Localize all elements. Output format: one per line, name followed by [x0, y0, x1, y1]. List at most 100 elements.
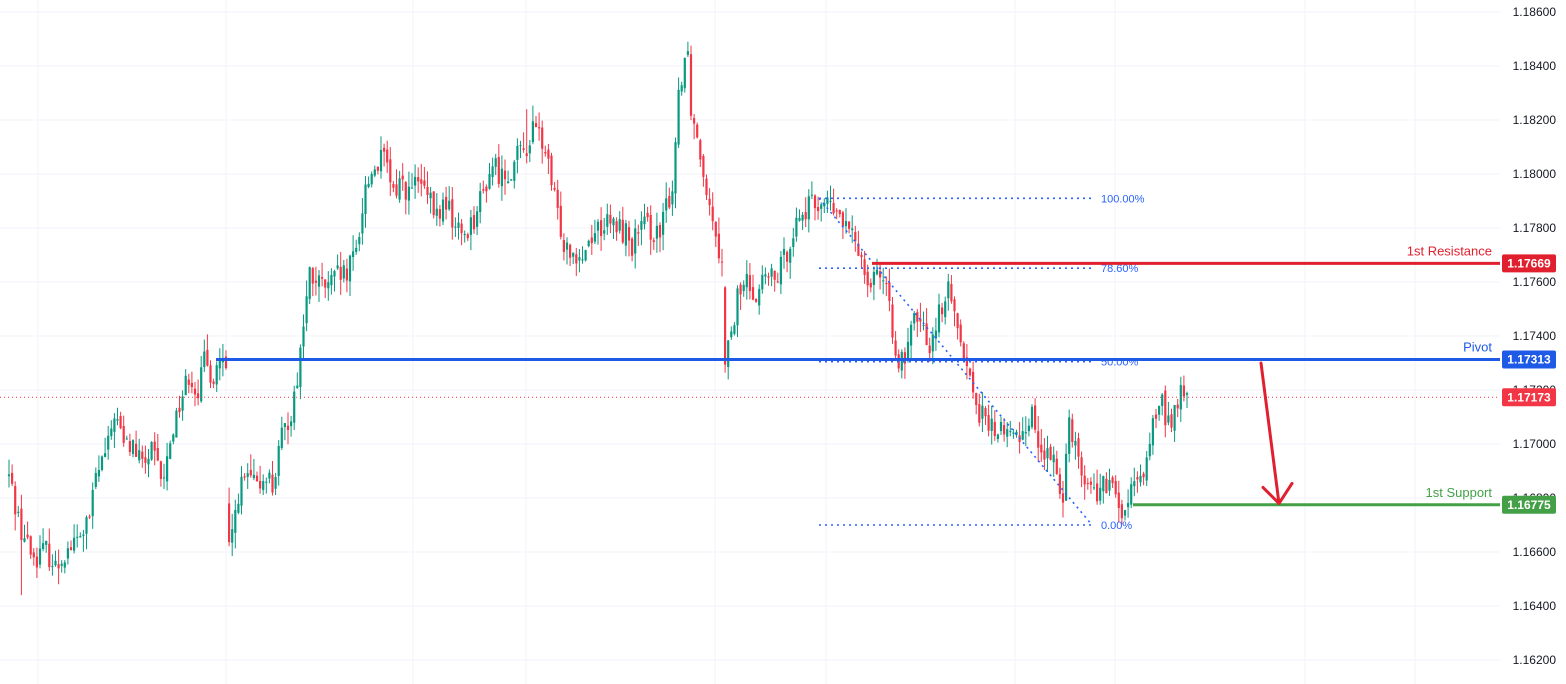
candle [603, 217, 606, 241]
candle [317, 270, 321, 303]
candle [479, 182, 482, 224]
candle-body [925, 323, 928, 345]
candle-body [848, 221, 851, 229]
candle [1006, 422, 1009, 448]
candle-body [500, 168, 503, 187]
candle [175, 407, 178, 438]
candle [925, 308, 928, 346]
candle [544, 145, 547, 157]
candle-body [14, 485, 17, 515]
candle [572, 252, 575, 264]
candle-body [972, 371, 975, 393]
candle [364, 176, 367, 228]
candle-body [547, 149, 550, 159]
candle [835, 208, 838, 220]
candles [7, 41, 1189, 596]
candle [758, 284, 761, 315]
candle [184, 369, 187, 396]
candle-body [125, 438, 128, 440]
candle [993, 410, 996, 441]
candle-body [1030, 406, 1034, 428]
candle [637, 224, 640, 246]
candle [634, 219, 637, 269]
candle [54, 550, 57, 567]
candle [910, 320, 913, 359]
candle [206, 334, 209, 367]
level-name-label: 1st Support [1426, 485, 1493, 500]
candle [627, 220, 631, 257]
candle-body [956, 313, 959, 329]
candle [1012, 428, 1015, 439]
candle-body [122, 425, 125, 443]
candle [674, 137, 677, 209]
candle [851, 215, 854, 243]
candle-body [274, 477, 277, 489]
candle-body [646, 212, 649, 218]
candle-body [466, 234, 469, 239]
candle-body [91, 489, 94, 517]
candle-body [720, 261, 724, 263]
price-axis[interactable]: 1.18600 1.18400 1.18200 1.18000 1.17800 1.176… [1500, 0, 1566, 684]
candle [159, 460, 162, 487]
candle-body [993, 421, 996, 436]
candle [975, 392, 978, 415]
candle [795, 207, 798, 242]
candle [181, 390, 184, 421]
candle-body [463, 233, 466, 235]
candle [562, 233, 565, 261]
candle [621, 206, 624, 245]
candle-body [668, 195, 671, 208]
candle-body [655, 225, 658, 239]
candle-body [1151, 418, 1154, 446]
candle-body [305, 296, 308, 324]
candle [324, 279, 327, 298]
candle [1142, 471, 1145, 486]
candle [268, 469, 271, 484]
candle [420, 163, 423, 197]
candle-body [965, 357, 968, 367]
candle [209, 360, 212, 389]
candle [345, 258, 348, 293]
candle-body [730, 331, 733, 338]
candle [972, 361, 975, 399]
price-tick-label: 1.18400 [1513, 59, 1557, 73]
candle-body [1170, 414, 1173, 428]
candle [968, 367, 972, 377]
candle-body [748, 275, 751, 291]
candle-body [553, 187, 556, 190]
candle-body [652, 240, 655, 242]
candle [85, 515, 88, 550]
candle-body [252, 474, 255, 479]
candle-body [590, 237, 593, 244]
candle [1052, 446, 1055, 477]
candle-body [999, 421, 1003, 432]
candle-body [48, 543, 51, 568]
candle-body [817, 207, 820, 212]
candle-body [711, 206, 714, 222]
candle-body [401, 175, 404, 180]
candle-body [184, 375, 187, 396]
candle-body [941, 307, 944, 315]
candle-body [1068, 417, 1071, 454]
candle-body [1136, 477, 1139, 480]
candle-body [922, 324, 925, 326]
candle-body [85, 517, 88, 534]
candle-body [479, 191, 482, 213]
candle-body [913, 313, 916, 324]
candle [1102, 475, 1105, 504]
candle [237, 493, 240, 515]
candle-body [197, 393, 200, 399]
candle-body [565, 242, 569, 250]
candle-body [224, 356, 228, 369]
candle-body [97, 470, 100, 477]
candle [91, 482, 94, 529]
candle [829, 185, 832, 211]
candle [823, 198, 826, 213]
candle-body [1158, 405, 1161, 415]
candle [73, 524, 76, 554]
candle-body [866, 271, 869, 286]
candle [717, 217, 720, 264]
candle-body [519, 145, 522, 147]
candle-body [361, 213, 364, 234]
